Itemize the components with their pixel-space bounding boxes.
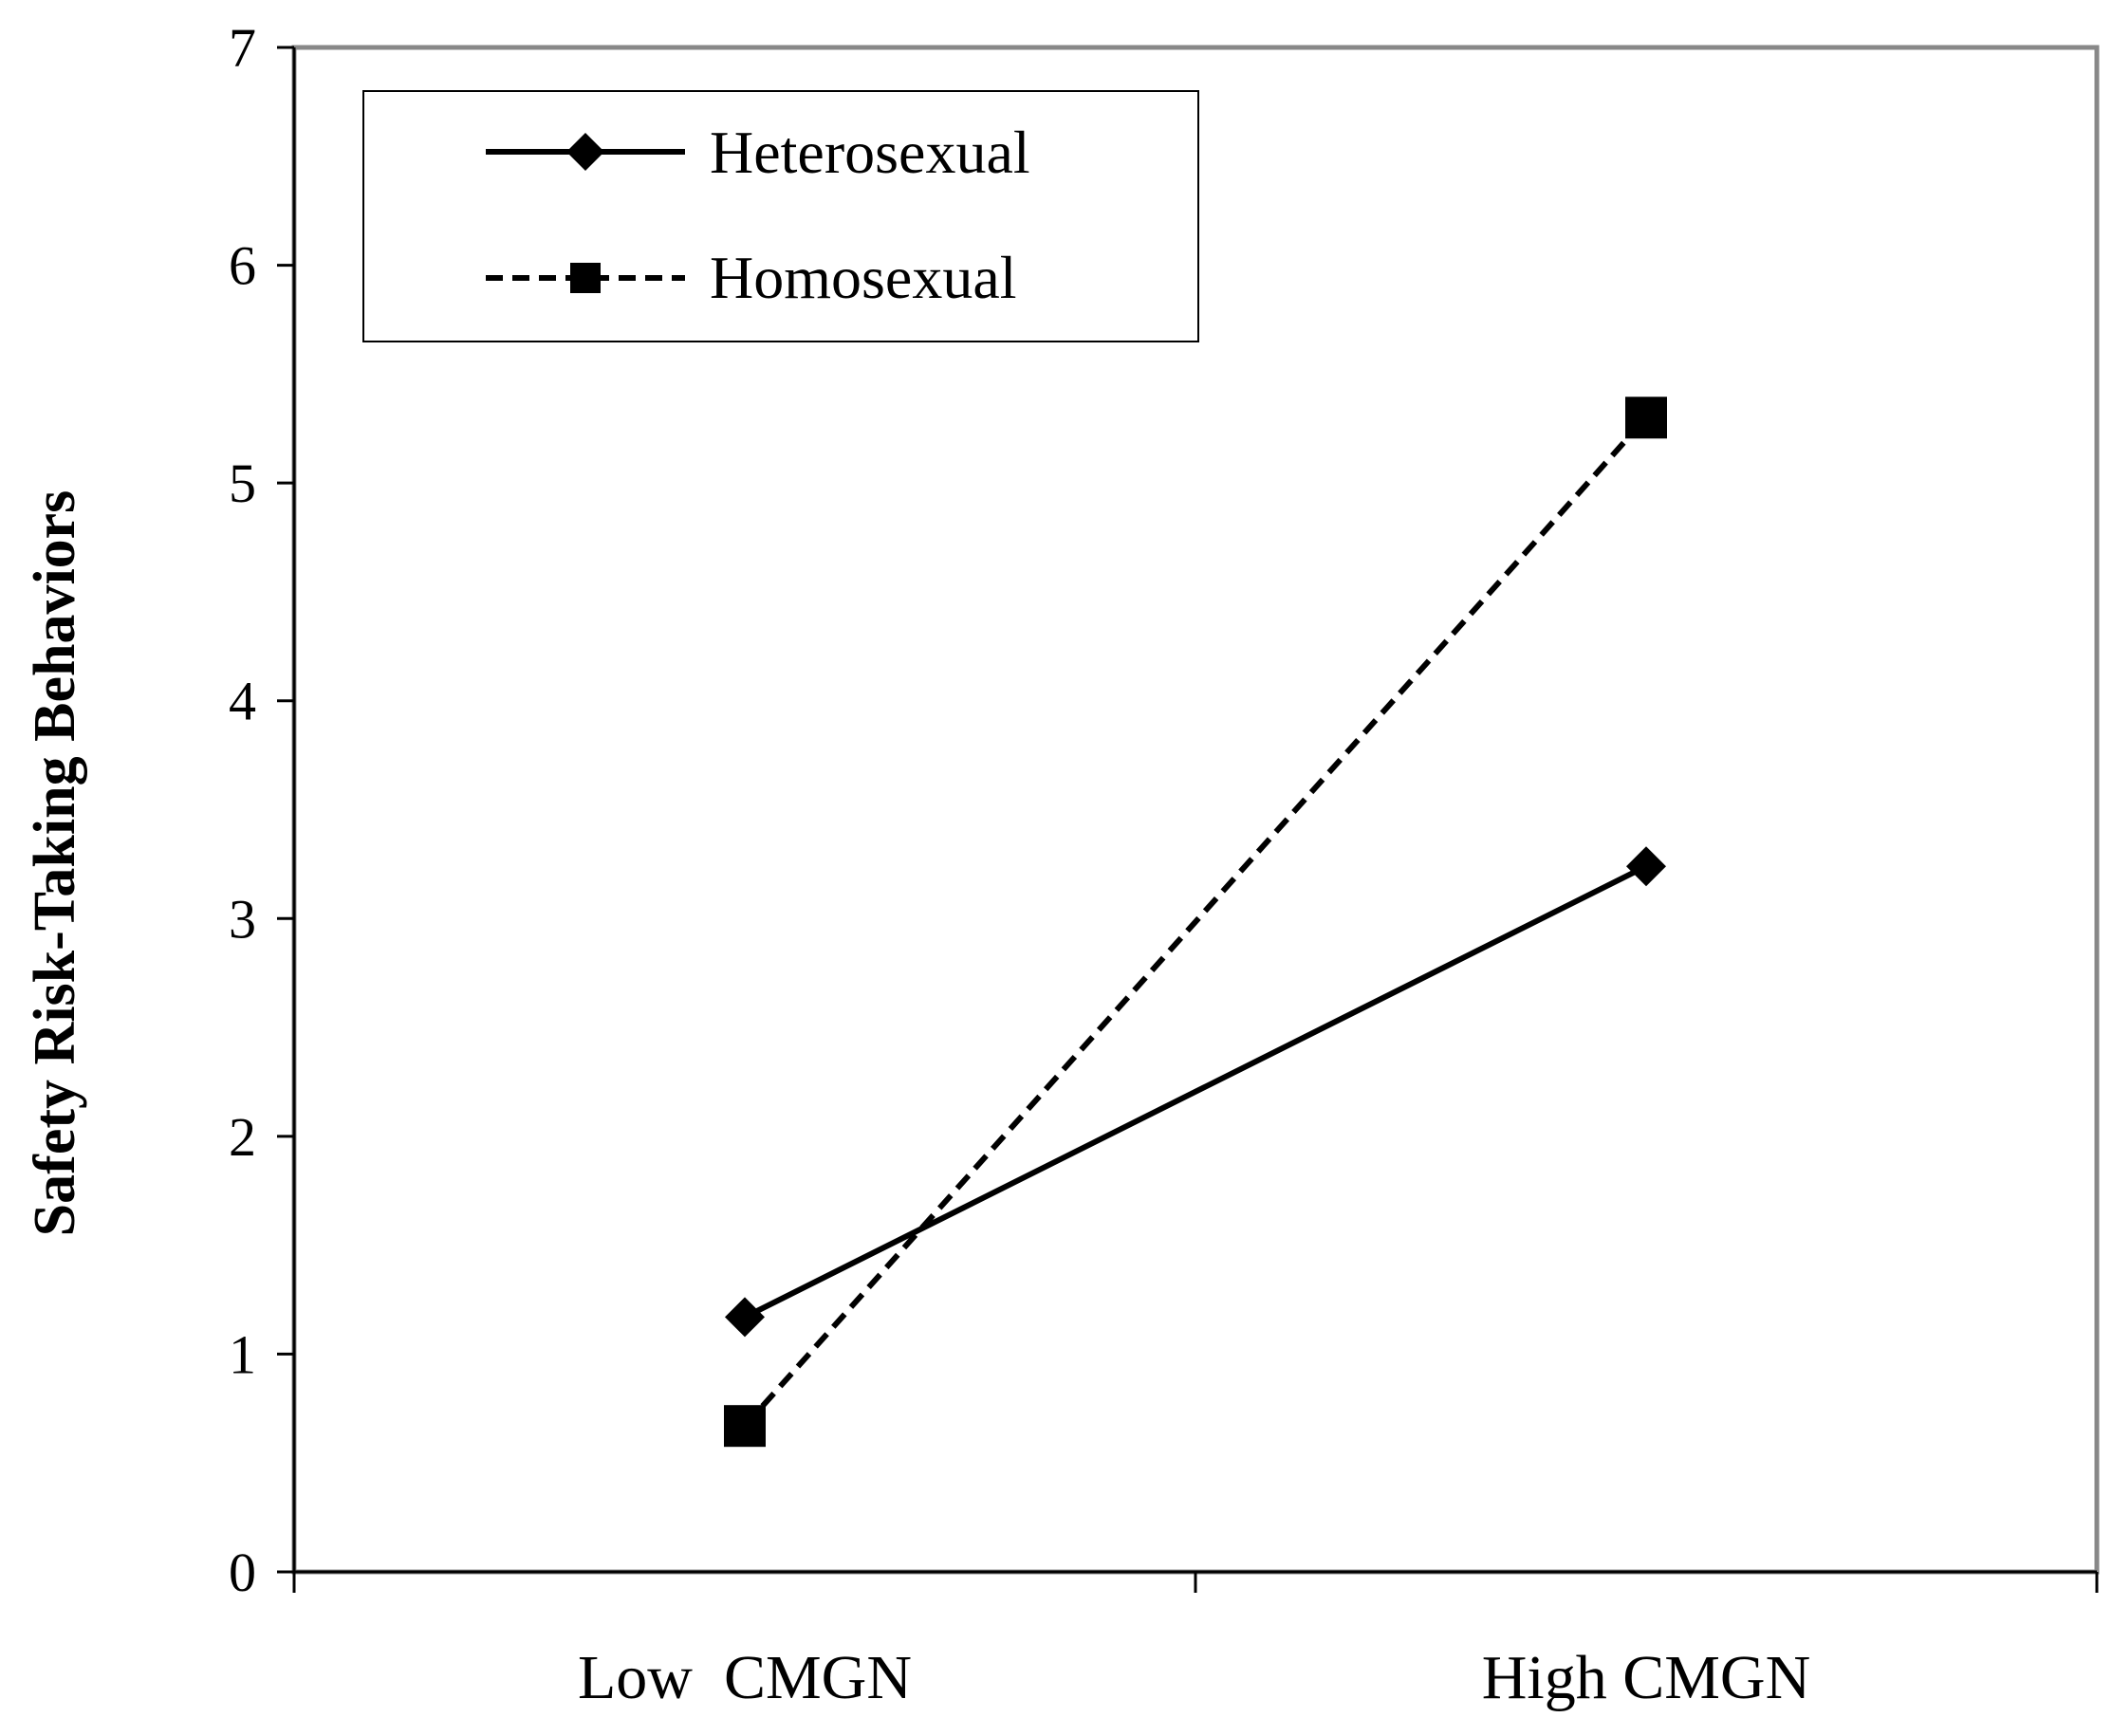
series-homosexual [724,397,1667,1448]
x-category-label: High CMGN [1482,1643,1811,1712]
x-category-label: Low CMGN [578,1643,912,1712]
y-tick-label: 6 [229,235,256,297]
legend-marker-homosexual [570,263,601,293]
data-point-homosexual [1625,397,1667,439]
y-tick-label: 2 [229,1106,256,1168]
y-axis-ticks: 0 1 2 3 4 5 6 7 [229,17,294,1603]
legend: Heterosexual Homosexual [362,90,1199,342]
data-point-heterosexual [725,1297,765,1338]
series-heterosexual [725,846,1666,1338]
data-point-heterosexual [1626,846,1666,887]
legend-label-heterosexual: Heterosexual [710,119,1030,186]
y-tick-label: 1 [229,1323,256,1385]
y-tick-label: 7 [229,17,256,79]
legend-marker-heterosexual [566,133,604,171]
legend-box [362,90,1199,342]
y-axis-label: Safety Risk-Taking Behaviors [23,490,87,1237]
y-tick-label: 4 [229,671,256,732]
x-axis-ticks: Low CMGN High CMGN [292,1572,2099,1712]
y-tick-label: 3 [229,888,256,950]
series-layer [724,397,1667,1448]
data-point-homosexual [724,1405,766,1448]
y-tick-label: 5 [229,452,256,514]
series-line-homosexual [742,416,1649,1429]
y-tick-label: 0 [229,1542,256,1603]
series-line-heterosexual [743,863,1648,1320]
legend-label-homosexual: Homosexual [710,244,1017,311]
